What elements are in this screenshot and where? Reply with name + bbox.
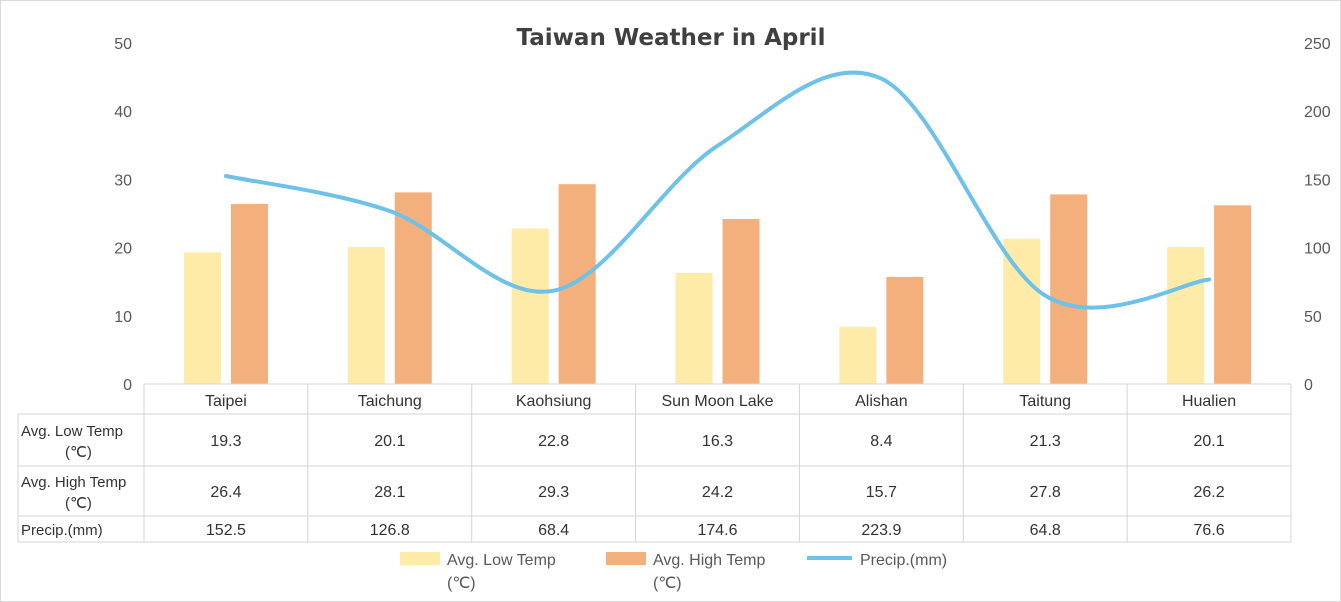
category-label: Hualien	[1182, 393, 1236, 410]
data-label: 20.1	[374, 433, 405, 450]
data-label: 24.2	[702, 484, 733, 501]
right-tick-label: 50	[1304, 309, 1322, 326]
left-tick-label: 20	[114, 241, 132, 258]
row-header: Precip.(mm)	[21, 522, 103, 539]
chart-title: Taiwan Weather in April	[517, 25, 826, 51]
right-tick-label: 100	[1304, 241, 1331, 258]
data-label: 20.1	[1194, 433, 1225, 450]
category-label: Taitung	[1019, 393, 1071, 410]
data-label: 223.9	[861, 522, 901, 539]
category-label: Taichung	[358, 393, 422, 410]
row-header: (℃)	[65, 444, 92, 461]
category-label: Sun Moon Lake	[661, 393, 773, 410]
bar-low-temp	[511, 228, 549, 384]
bar-low-temp	[675, 272, 713, 384]
data-label: 29.3	[538, 484, 569, 501]
data-label: 68.4	[538, 522, 569, 539]
bar-low-temp	[1003, 238, 1041, 384]
data-label: 16.3	[702, 433, 733, 450]
right-tick-label: 250	[1304, 36, 1331, 53]
left-tick-label: 30	[114, 172, 132, 189]
row-header: Avg. High Temp	[21, 474, 126, 491]
data-table: Taipei Taichung Kaohsiung Sun Moon Lake Alis…	[17, 383, 1292, 543]
bar-high-temp	[1050, 194, 1088, 384]
precip-line	[223, 70, 1212, 310]
row-header: Avg. Low Temp	[21, 423, 123, 440]
legend: Avg. Low Temp (℃) Avg. High Temp (℃) Precip.…	[400, 552, 947, 592]
data-label: 19.3	[210, 433, 241, 450]
category-label: Kaohsiung	[516, 393, 592, 410]
data-label: 15.7	[866, 484, 897, 501]
bar-high-temp	[1214, 205, 1252, 384]
bar-low-temp	[183, 252, 221, 384]
left-tick-label: 10	[114, 309, 132, 326]
category-label: Alishan	[855, 393, 907, 410]
left-tick-label: 0	[123, 377, 132, 394]
data-label: 174.6	[697, 522, 737, 539]
data-label: 126.8	[370, 522, 410, 539]
data-label: 26.4	[210, 484, 241, 501]
right-axis: 0 50 100 150 200 250	[1304, 36, 1331, 394]
data-label: 26.2	[1194, 484, 1225, 501]
right-tick-label: 150	[1304, 172, 1331, 189]
legend-label: Avg. High Temp	[653, 552, 765, 569]
data-label: 76.6	[1194, 522, 1225, 539]
legend-label: Precip.(mm)	[860, 552, 947, 569]
bar-low-temp	[347, 246, 385, 384]
legend-label: Avg. Low Temp	[447, 552, 556, 569]
data-label: 27.8	[1030, 484, 1061, 501]
legend-label: (℃)	[653, 575, 682, 592]
data-label: 22.8	[538, 433, 569, 450]
data-label: 21.3	[1030, 433, 1061, 450]
bar-high-temp	[558, 184, 596, 384]
bar-series	[183, 184, 1252, 384]
data-label: 28.1	[374, 484, 405, 501]
data-label: 64.8	[1030, 522, 1061, 539]
legend-swatch	[400, 552, 440, 565]
line-series	[223, 70, 1212, 310]
left-tick-label: 50	[114, 36, 132, 53]
bar-high-temp	[230, 203, 268, 384]
data-label: 152.5	[206, 522, 246, 539]
left-axis: 0 10 20 30 40 50	[114, 36, 132, 394]
legend-swatch	[606, 552, 646, 565]
legend-label: (℃)	[447, 575, 476, 592]
data-label: 8.4	[870, 433, 892, 450]
bar-high-temp	[722, 218, 760, 384]
right-tick-label: 0	[1304, 377, 1313, 394]
bar-low-temp	[1167, 246, 1205, 384]
category-label: Taipei	[205, 393, 247, 410]
bar-high-temp	[886, 276, 924, 384]
right-tick-label: 200	[1304, 104, 1331, 121]
left-tick-label: 40	[114, 104, 132, 121]
row-header: (℃)	[65, 495, 92, 512]
bar-low-temp	[839, 326, 877, 384]
